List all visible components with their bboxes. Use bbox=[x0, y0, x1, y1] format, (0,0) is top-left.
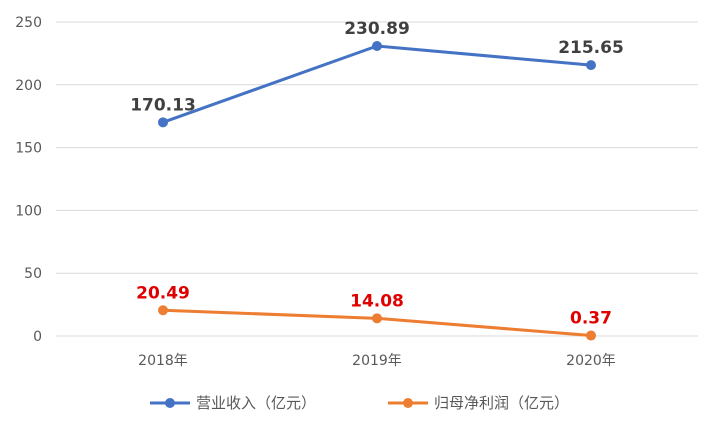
legend: 营业收入（亿元） 归母净利润（亿元） bbox=[150, 394, 569, 412]
data-label: 170.13 bbox=[130, 95, 196, 115]
data-label: 20.49 bbox=[136, 283, 190, 303]
legend-marker bbox=[403, 398, 413, 408]
y-tick-label: 100 bbox=[15, 203, 42, 219]
data-point bbox=[158, 117, 168, 128]
y-axis-ticks: 0 50 100 150 200 250 bbox=[15, 15, 42, 345]
data-label: 0.37 bbox=[570, 309, 612, 329]
x-axis-ticks: 2018年 2019年 2020年 bbox=[138, 353, 616, 369]
data-point bbox=[372, 313, 382, 324]
y-tick-label: 150 bbox=[15, 141, 42, 157]
data-label: 215.65 bbox=[558, 38, 624, 58]
x-tick-label: 2019年 bbox=[352, 353, 402, 369]
y-tick-label: 250 bbox=[15, 15, 42, 31]
data-label: 230.89 bbox=[344, 19, 410, 39]
x-tick-label: 2020年 bbox=[566, 353, 616, 369]
data-point bbox=[372, 41, 382, 52]
data-label: 14.08 bbox=[350, 291, 404, 311]
y-tick-label: 50 bbox=[24, 266, 42, 282]
legend-marker bbox=[165, 398, 175, 408]
y-tick-label: 0 bbox=[33, 329, 42, 345]
data-point bbox=[586, 60, 596, 71]
x-tick-label: 2018年 bbox=[138, 353, 188, 369]
series-lines bbox=[158, 41, 596, 341]
data-point bbox=[158, 305, 168, 316]
series-line bbox=[161, 44, 593, 124]
data-point bbox=[586, 330, 596, 341]
legend-label: 营业收入（亿元） bbox=[196, 394, 316, 412]
y-tick-label: 200 bbox=[15, 78, 42, 94]
data-labels: 170.13 230.89 215.65 20.49 14.08 0.37 bbox=[130, 19, 624, 329]
legend-label: 归母净利润（亿元） bbox=[434, 394, 569, 412]
